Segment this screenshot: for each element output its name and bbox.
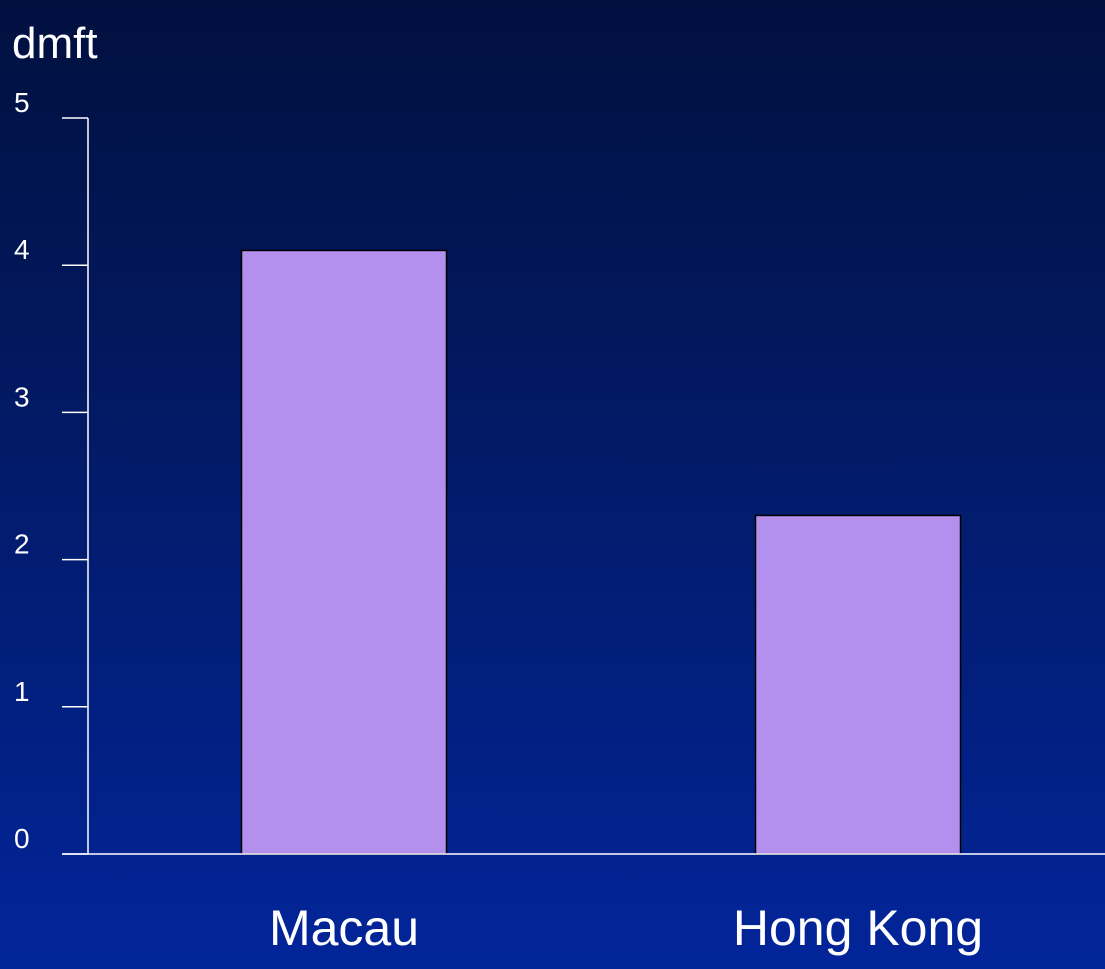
bar-macau [240, 249, 448, 855]
bars-group [240, 249, 962, 855]
y-tick-label: 1 [14, 676, 30, 707]
category-label: Hong Kong [733, 900, 983, 956]
y-tick-label: 0 [14, 823, 30, 854]
y-tick-label: 2 [14, 529, 30, 560]
y-axis-ticks: 0 1 2 3 4 5 [14, 87, 88, 855]
x-axis-categories: Macau Hong Kong [269, 900, 983, 956]
category-label: Macau [269, 900, 419, 956]
y-tick-label: 3 [14, 381, 30, 412]
y-tick-label: 5 [14, 87, 30, 118]
bar-hong-kong [754, 514, 962, 855]
y-tick-label: 4 [14, 234, 30, 265]
y-axis-label: dmft [12, 19, 98, 68]
